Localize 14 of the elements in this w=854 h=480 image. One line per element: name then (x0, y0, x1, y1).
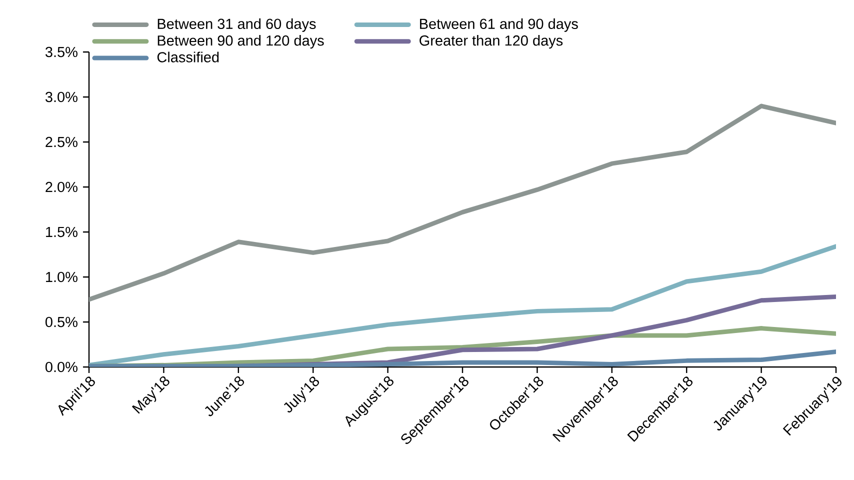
y-tick-label: 0.0% (45, 362, 78, 372)
legend-label: Between 90 and 120 days (158, 35, 324, 49)
y-tick-label: 2.0% (46, 182, 78, 192)
y-tick-label: 3.5% (45, 46, 78, 58)
y-tick-label: 0.5% (45, 316, 78, 328)
legend-label: Between 31 and 60 days (158, 18, 316, 32)
y-tick-label: 1.5% (46, 226, 78, 238)
legend-label: Between 61 and 90 days (420, 18, 578, 32)
y-tick-label: 3.0% (45, 92, 78, 102)
y-tick-label: 2.5% (46, 136, 78, 148)
legend-label: Classified (157, 52, 219, 62)
legend-label: Greater than 120 days (420, 35, 563, 49)
y-tick-label: 1.0% (46, 272, 78, 282)
line-series (89, 104, 836, 302)
